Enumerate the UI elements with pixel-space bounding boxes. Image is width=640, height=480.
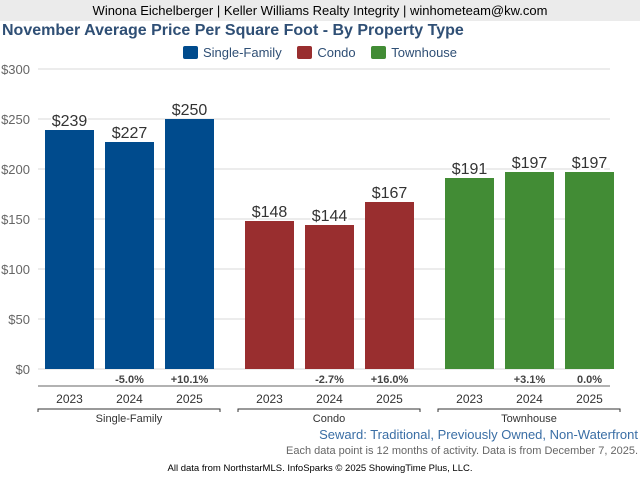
value-label: $239 [52,113,88,130]
data-note: Each data point is 12 months of activity… [286,445,638,457]
value-label: $148 [252,204,288,221]
agent-header: Winona Eichelberger | Keller Williams Re… [0,0,640,21]
change-label: -2.7% [315,374,344,386]
legend-swatch-townhouse [371,46,387,59]
y-tick-label: $300 [1,62,30,77]
x-tick-label: 2023 [256,392,283,406]
legend-item-townhouse[interactable]: Townhouse [371,45,457,60]
change-label: -5.0% [115,374,144,386]
x-tick-label: 2024 [116,392,143,406]
y-tick-label: $100 [1,262,30,277]
bar-condo-2024 [305,225,354,369]
bar-townhouse-2023 [445,178,494,369]
group-label: Townhouse [501,413,557,425]
change-label: +10.1% [171,374,209,386]
bar-condo-2025 [365,202,414,369]
bar-single-family-2023 [45,130,94,369]
value-label: $191 [452,161,488,178]
legend-item-single-family[interactable]: Single-Family [182,45,282,60]
value-label: $197 [512,155,548,172]
legend-swatch-single-family [182,46,198,59]
x-tick-label: 2025 [576,392,603,406]
value-label: $250 [172,102,208,119]
group-label: Condo [313,413,345,425]
chart-title: November Average Price Per Square Foot -… [2,22,464,39]
group-bracket [237,408,421,412]
x-tick-label: 2024 [516,392,543,406]
legend-label: Single-Family [202,45,282,60]
footer-credit: All data from NorthstarMLS. InfoSparks ©… [167,463,473,474]
value-label: $197 [572,155,608,172]
change-label: 0.0% [577,374,602,386]
y-tick-label: $0 [16,362,30,377]
value-label: $144 [312,208,348,225]
legend-item-condo[interactable]: Condo [297,45,356,60]
bar-single-family-2025 [165,119,214,369]
x-tick-label: 2023 [456,392,483,406]
x-tick-label: 2025 [176,392,203,406]
change-label: +16.0% [371,374,409,386]
x-tick-label: 2025 [376,392,403,406]
y-tick-label: $50 [8,312,30,327]
change-label: +3.1% [514,374,546,386]
x-tick-label: 2024 [316,392,343,406]
value-label: $227 [112,125,148,142]
legend: Single-Family Condo Townhouse [0,45,640,62]
group-label: Single-Family [96,413,163,425]
value-label: $167 [372,185,408,202]
chart-subtitle: Seward: Traditional, Previously Owned, N… [319,427,638,442]
group-bracket [437,408,621,412]
group-bracket [37,408,221,412]
y-tick-label: $200 [1,162,30,177]
bar-condo-2023 [245,221,294,369]
bar-townhouse-2025 [565,172,614,369]
bar-single-family-2024 [105,142,154,369]
y-tick-label: $150 [1,212,30,227]
y-tick-label: $250 [1,112,30,127]
legend-swatch-condo [297,46,313,59]
x-tick-label: 2023 [56,392,83,406]
legend-label: Condo [317,45,356,60]
bar-townhouse-2024 [505,172,554,369]
legend-label: Townhouse [391,45,458,60]
